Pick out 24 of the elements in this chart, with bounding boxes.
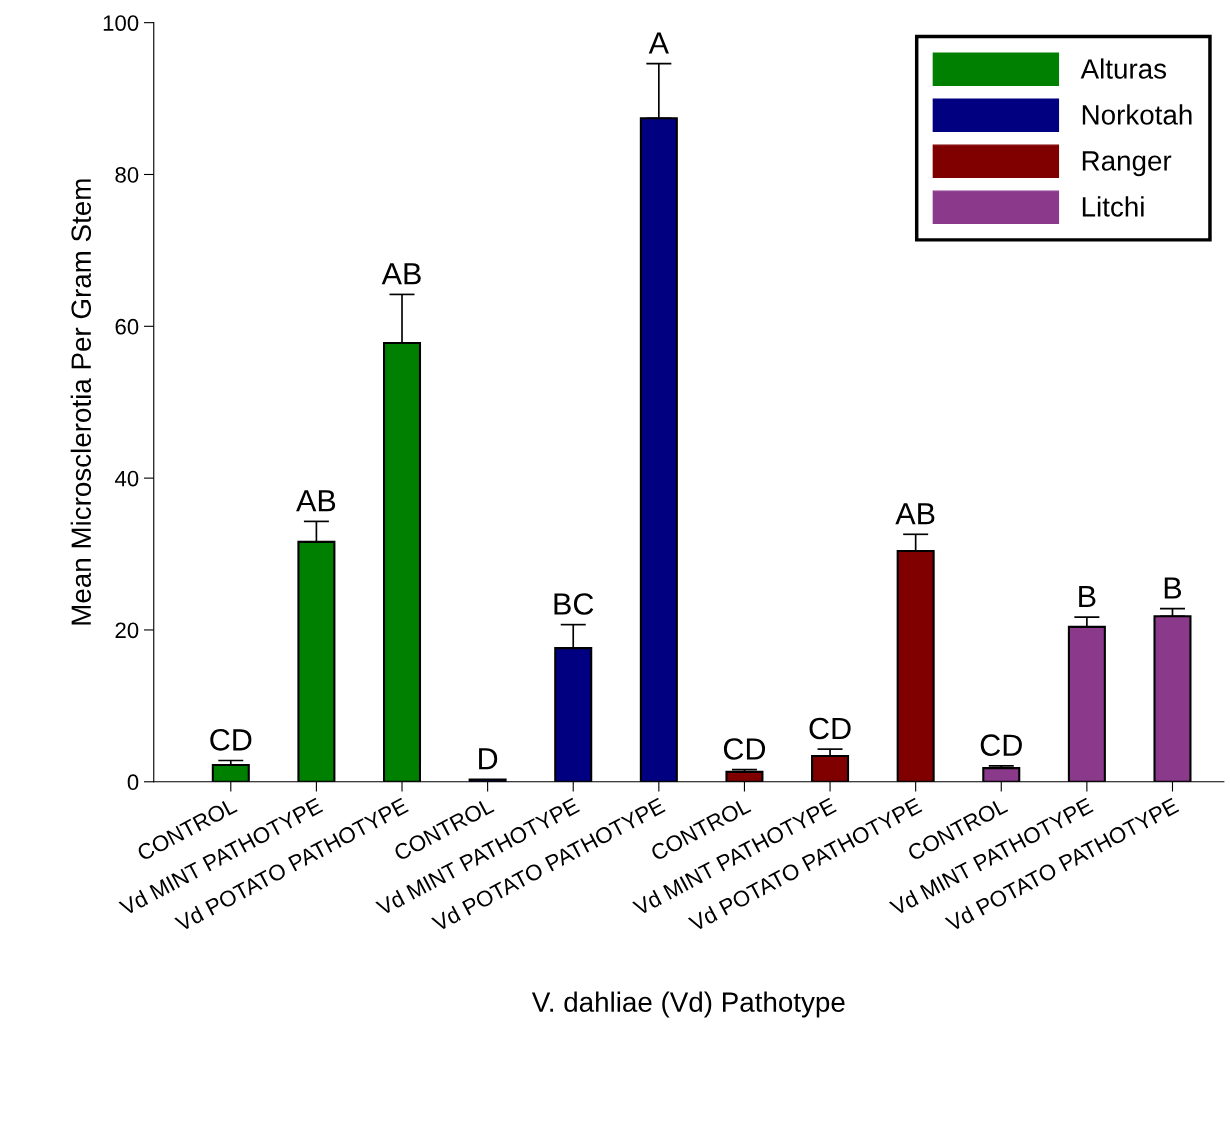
data-label: AB: [381, 263, 421, 285]
x-axis-title: V. dahliae (Vd) Pathotype: [531, 991, 845, 1018]
data-label: CD: [210, 729, 252, 751]
legend-label: Alturas: [1080, 58, 1167, 79]
y-tick-label: 40: [114, 470, 139, 487]
legend-label: Norkotah: [1082, 104, 1192, 125]
data-label: B: [1164, 577, 1182, 599]
y-tick-label: 0: [127, 774, 139, 791]
data-label: AB: [895, 503, 935, 525]
data-label: D: [479, 748, 498, 770]
data-label: CD: [809, 717, 851, 740]
y-tick-label: 80: [115, 167, 139, 183]
data-label: AB: [296, 490, 336, 512]
data-label: BC: [554, 593, 594, 615]
y-tick-label: 60: [115, 318, 139, 335]
data-label: CD: [723, 738, 766, 760]
y-tick-label: 20: [115, 622, 139, 639]
data-label: A: [648, 32, 669, 54]
legend-label: Litchi: [1082, 196, 1144, 217]
legend-label: Ranger: [1082, 151, 1172, 177]
data-label: B: [1079, 585, 1096, 607]
y-axis-title: Mean Microsclerotia Per Gram Stem: [70, 179, 92, 625]
y-tick-label: 100: [103, 15, 139, 31]
data-label: CD: [980, 734, 1022, 756]
